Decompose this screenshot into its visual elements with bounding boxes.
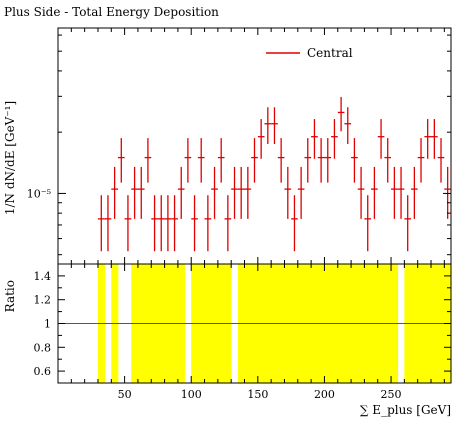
data-point-26 [271, 107, 278, 144]
data-point-31 [304, 138, 312, 183]
data-point-20 [231, 166, 238, 219]
chart-title: Plus Side - Total Energy Deposition [4, 5, 219, 19]
ratio-y-axis-label: Ratio [3, 280, 17, 312]
data-point-51 [437, 138, 445, 183]
ratio-y-tick-label-0: 0.6 [34, 365, 52, 378]
data-point-15 [197, 138, 205, 183]
x-tick-label-250: 250 [381, 388, 402, 401]
data-point-7 [144, 138, 152, 183]
data-point-36 [337, 96, 345, 132]
axis-ticks [58, 28, 451, 384]
data-point-48 [417, 138, 425, 183]
data-point-29 [291, 195, 298, 252]
data-point-8 [151, 195, 158, 252]
data-point-32 [311, 119, 318, 159]
data-point-21 [237, 166, 245, 219]
data-point-35 [331, 119, 338, 159]
data-point-52 [444, 166, 451, 219]
data-point-0 [97, 195, 105, 252]
main-plot-points [97, 96, 451, 252]
data-point-33 [317, 138, 325, 183]
data-point-22 [244, 166, 252, 219]
x-tick-label-150: 150 [247, 388, 268, 401]
data-point-23 [251, 138, 258, 183]
main-y-tick-label-0: 10⁻⁵ [27, 187, 51, 200]
data-point-16 [204, 195, 212, 252]
data-point-40 [364, 195, 372, 252]
data-point-27 [277, 138, 285, 183]
data-point-41 [371, 166, 378, 219]
x-tick-label-100: 100 [181, 388, 202, 401]
main-y-axis-label: 1/N dN/dE [GeV⁻¹] [3, 101, 17, 215]
data-point-17 [211, 166, 218, 219]
data-point-38 [351, 138, 358, 183]
data-point-4 [124, 195, 132, 252]
data-point-3 [117, 138, 125, 183]
data-point-25 [264, 107, 272, 144]
ratio-y-tick-label-3: 1.2 [34, 294, 52, 307]
data-point-42 [377, 119, 385, 159]
x-tick-label-200: 200 [314, 388, 335, 401]
data-point-18 [217, 138, 225, 183]
data-point-39 [357, 166, 365, 219]
data-point-34 [324, 138, 332, 183]
data-point-11 [171, 195, 178, 252]
data-point-44 [391, 166, 398, 219]
data-point-49 [424, 119, 432, 159]
ratio-y-tick-label-2: 1 [44, 318, 51, 331]
data-point-9 [157, 195, 165, 252]
data-point-12 [177, 166, 185, 219]
data-point-2 [111, 166, 118, 219]
data-point-10 [164, 195, 172, 252]
data-point-37 [344, 107, 352, 144]
ratio-y-tick-label-1: 0.8 [34, 341, 52, 354]
data-point-1 [104, 195, 112, 252]
data-point-5 [131, 166, 138, 219]
legend: Central [266, 46, 353, 60]
data-point-46 [404, 195, 412, 252]
data-point-50 [431, 119, 438, 159]
x-tick-label-50: 50 [118, 388, 132, 401]
data-point-28 [284, 166, 292, 219]
data-point-6 [137, 166, 145, 219]
data-point-30 [297, 166, 305, 219]
data-point-45 [397, 166, 405, 219]
legend-label-central: Central [307, 46, 353, 60]
data-point-19 [224, 195, 232, 252]
data-point-43 [384, 138, 392, 183]
data-point-47 [411, 166, 418, 219]
ratio-y-tick-label-4: 1.4 [34, 270, 52, 283]
x-axis-label: ∑ E_plus [GeV] [360, 403, 451, 417]
axis-tick-labels: 50 100 150 200 250 0.6 0.8 1 1.2 1.4 10⁻⁵ [27, 187, 402, 401]
data-point-13 [184, 138, 192, 183]
data-point-14 [191, 195, 198, 252]
data-point-24 [257, 119, 265, 159]
